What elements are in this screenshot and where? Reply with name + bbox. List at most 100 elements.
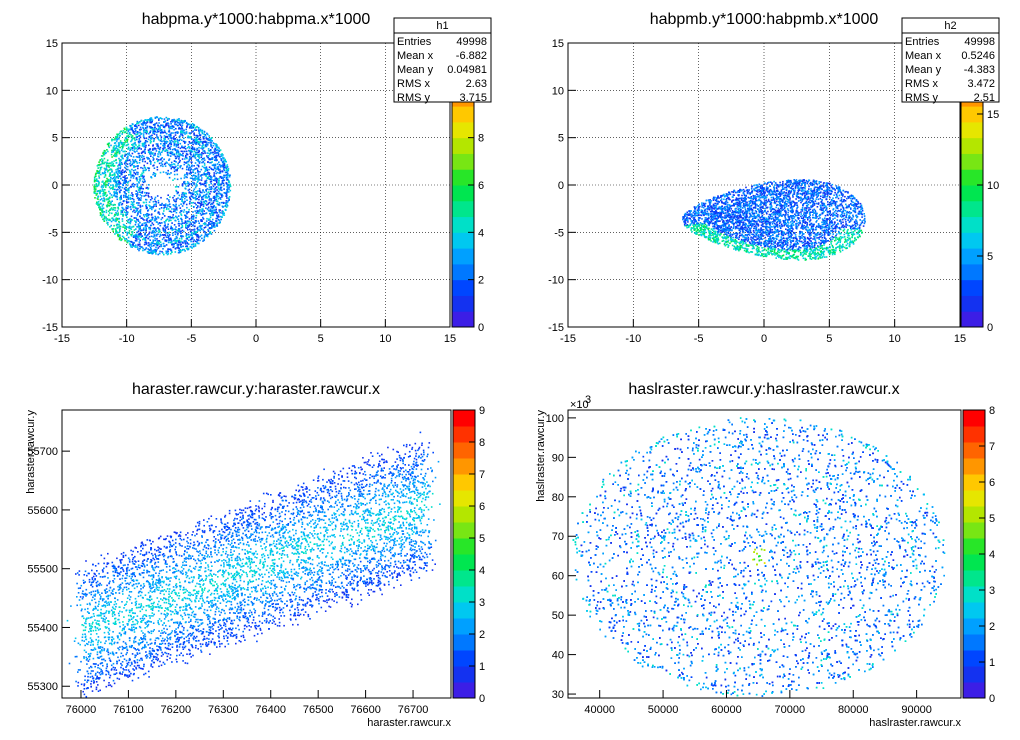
- data-point: [121, 218, 124, 220]
- data-point: [103, 192, 106, 195]
- data-point: [139, 226, 141, 229]
- data-point: [142, 177, 144, 180]
- data-point: [199, 191, 202, 193]
- data-point: [127, 196, 129, 198]
- data-point: [102, 214, 105, 216]
- data-point: [123, 176, 126, 178]
- data-point: [173, 126, 175, 128]
- data-point: [840, 199, 843, 201]
- data-point: [130, 176, 132, 179]
- data-point: [215, 179, 218, 182]
- data-point: [209, 178, 212, 181]
- data-point: [167, 154, 170, 157]
- data-point: [194, 191, 197, 193]
- data-point: [787, 224, 789, 226]
- data-point: [97, 180, 99, 182]
- data-point: [111, 171, 113, 173]
- data-point: [150, 252, 152, 254]
- data-point: [114, 142, 117, 144]
- data-point: [204, 226, 207, 228]
- data-point: [173, 153, 176, 156]
- data-point: [145, 235, 148, 237]
- data-point: [206, 169, 209, 172]
- data-point: [122, 157, 124, 160]
- data-point: [196, 238, 198, 241]
- data-point: [216, 181, 218, 184]
- data-point: [144, 225, 147, 228]
- data-point: [94, 190, 96, 193]
- data-point: [132, 201, 134, 204]
- data-point: [789, 187, 792, 189]
- data-point: [204, 202, 207, 205]
- data-point: [141, 172, 143, 175]
- data-point: [136, 219, 138, 221]
- data-point: [811, 200, 813, 202]
- data-point: [145, 129, 148, 131]
- data-point: [148, 144, 150, 147]
- data-point: [226, 171, 229, 173]
- data-point: [112, 162, 115, 165]
- data-point: [221, 170, 224, 173]
- data-point: [210, 203, 212, 206]
- data-point: [803, 208, 806, 210]
- data-point: [745, 245, 748, 247]
- data-point: [203, 210, 205, 212]
- data-point: [144, 238, 146, 240]
- data-point: [169, 215, 171, 218]
- data-point: [132, 130, 134, 132]
- data-point: [149, 139, 152, 142]
- data-point: [96, 165, 99, 167]
- data-point: [198, 149, 200, 152]
- data-point: [159, 171, 162, 174]
- data-point: [171, 121, 174, 123]
- data-point: [107, 204, 109, 207]
- data-point: [825, 238, 827, 240]
- data-point: [112, 185, 115, 188]
- data-point: [145, 241, 147, 243]
- data-point: [209, 193, 211, 195]
- data-point: [139, 186, 141, 188]
- data-point: [731, 191, 733, 193]
- data-point: [736, 218, 739, 220]
- data-point: [115, 217, 118, 219]
- data-point: [773, 231, 775, 233]
- data-point: [816, 183, 819, 186]
- data-point: [178, 237, 181, 240]
- data-point: [190, 240, 192, 243]
- data-point: [167, 223, 169, 226]
- data-point: [210, 182, 212, 185]
- data-point: [197, 165, 200, 168]
- data-point: [119, 225, 122, 228]
- data-point: [101, 190, 103, 192]
- data-point: [164, 229, 166, 231]
- data-point: [134, 183, 136, 186]
- data-point: [795, 223, 797, 225]
- data-point: [198, 190, 201, 192]
- data-point: [186, 165, 188, 167]
- data-point: [755, 236, 757, 238]
- data-point: [226, 204, 229, 207]
- data-point: [226, 188, 228, 191]
- data-point: [107, 150, 109, 153]
- data-point: [167, 117, 169, 120]
- data-point: [173, 140, 176, 142]
- data-point: [229, 174, 231, 176]
- data-point: [741, 219, 744, 221]
- data-point: [139, 155, 141, 157]
- data-point: [167, 194, 169, 196]
- data-point: [733, 248, 735, 250]
- data-point: [193, 245, 195, 248]
- data-point: [709, 199, 711, 201]
- data-point: [199, 208, 201, 211]
- data-point: [149, 220, 152, 223]
- data-point: [134, 147, 136, 149]
- data-point: [209, 158, 212, 161]
- data-point: [839, 244, 841, 246]
- data-point: [148, 213, 151, 216]
- data-point: [150, 206, 153, 208]
- data-point: [157, 217, 160, 219]
- data-point: [225, 203, 227, 205]
- data-point: [181, 198, 183, 201]
- data-point: [160, 143, 162, 145]
- data-point: [208, 191, 210, 193]
